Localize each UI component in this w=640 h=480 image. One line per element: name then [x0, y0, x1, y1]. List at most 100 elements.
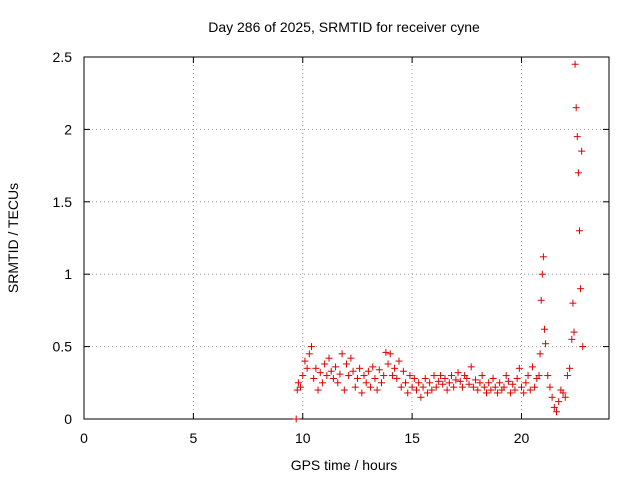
- data-point: [524, 372, 532, 380]
- data-point: [502, 372, 510, 380]
- data-point: [334, 379, 342, 387]
- data-point: [380, 372, 388, 380]
- data-point: [578, 147, 586, 155]
- data-point: [356, 364, 364, 372]
- data-point: [504, 377, 512, 385]
- data-point: [469, 383, 477, 391]
- data-point: [397, 383, 405, 391]
- data-point: [577, 285, 585, 293]
- y-tick-label: 2.5: [53, 49, 73, 65]
- data-point: [349, 367, 357, 375]
- data-point: [483, 389, 490, 397]
- data-point: [496, 379, 504, 387]
- data-point: [511, 386, 519, 394]
- grid: [84, 57, 609, 419]
- data-point: [546, 383, 554, 391]
- data-point: [555, 398, 563, 406]
- data-point: [559, 389, 567, 397]
- data-point: [299, 372, 307, 380]
- data-point: [417, 393, 425, 401]
- data-point: [353, 374, 361, 382]
- data-point: [362, 379, 370, 387]
- data-point: [561, 393, 569, 401]
- data-point: [404, 389, 412, 397]
- data-point: [369, 363, 377, 371]
- data-point: [419, 383, 427, 391]
- data-point: [569, 299, 577, 307]
- data-point: [364, 367, 372, 375]
- data-point: [395, 357, 403, 365]
- chart-title: Day 286 of 2025, SRMTID for receiver cyn…: [208, 19, 480, 35]
- data-point: [441, 374, 449, 382]
- data-point: [566, 364, 574, 372]
- x-axis: 0 5 10 15 20: [80, 57, 529, 446]
- data-point: [535, 372, 543, 380]
- data-point: [570, 328, 578, 336]
- y-tick-label: 0: [64, 411, 72, 427]
- data-point: [450, 383, 458, 391]
- data-point: [428, 386, 436, 394]
- data-point: [520, 389, 528, 397]
- data-point: [373, 386, 381, 394]
- x-axis-label: GPS time / hours: [291, 457, 398, 473]
- data-point: [329, 374, 337, 382]
- data-point: [399, 367, 407, 375]
- data-point: [509, 380, 517, 388]
- plot-frame: [83, 56, 610, 420]
- data-point: [445, 379, 453, 387]
- data-point: [439, 380, 447, 388]
- data-point: [303, 364, 311, 372]
- data-point: [402, 379, 410, 387]
- data-point: [327, 367, 335, 375]
- data-point: [421, 374, 429, 382]
- data-point: [367, 383, 375, 391]
- data-point: [314, 386, 322, 394]
- data-point: [312, 364, 320, 372]
- y-tick-label: 1.5: [53, 194, 73, 210]
- data-point: [539, 253, 547, 261]
- data-point: [378, 379, 385, 387]
- x-tick-label: 15: [404, 430, 420, 446]
- data-point: [292, 415, 300, 423]
- data-point: [408, 383, 416, 391]
- data-point: [544, 372, 552, 380]
- data-point: [572, 104, 580, 112]
- data-point: [540, 325, 548, 333]
- x-tick-label: 0: [80, 430, 88, 446]
- data-point: [474, 386, 482, 394]
- data-point: [393, 374, 401, 382]
- data-point: [343, 360, 350, 368]
- y-axis: 0 0.5 1 1.5 2 2.5: [53, 49, 609, 427]
- data-point: [345, 372, 353, 380]
- data-point: [571, 60, 579, 68]
- data-point: [526, 386, 534, 394]
- data-point: [487, 386, 495, 394]
- data-point: [410, 374, 418, 382]
- data-point: [568, 335, 576, 343]
- data-point: [458, 383, 466, 391]
- data-point: [518, 383, 525, 391]
- data-point: [406, 372, 414, 380]
- data-point: [310, 374, 318, 382]
- x-tick-label: 10: [295, 430, 311, 446]
- data-point: [575, 227, 583, 235]
- data-point: [321, 360, 329, 368]
- data-point: [371, 374, 379, 382]
- data-point: [573, 133, 581, 141]
- data-point: [480, 383, 488, 391]
- data-point: [375, 366, 383, 374]
- data-point: [537, 296, 545, 304]
- data-point: [489, 374, 497, 382]
- data-point: [472, 376, 480, 384]
- data-point: [513, 374, 521, 382]
- data-point: [293, 386, 301, 394]
- data-point: [430, 372, 438, 380]
- data-point: [448, 372, 455, 380]
- data-point: [476, 379, 484, 387]
- data-point: [432, 383, 440, 391]
- data-point: [423, 389, 431, 397]
- data-point: [325, 354, 333, 362]
- data-point: [347, 354, 355, 362]
- data-point: [413, 386, 420, 394]
